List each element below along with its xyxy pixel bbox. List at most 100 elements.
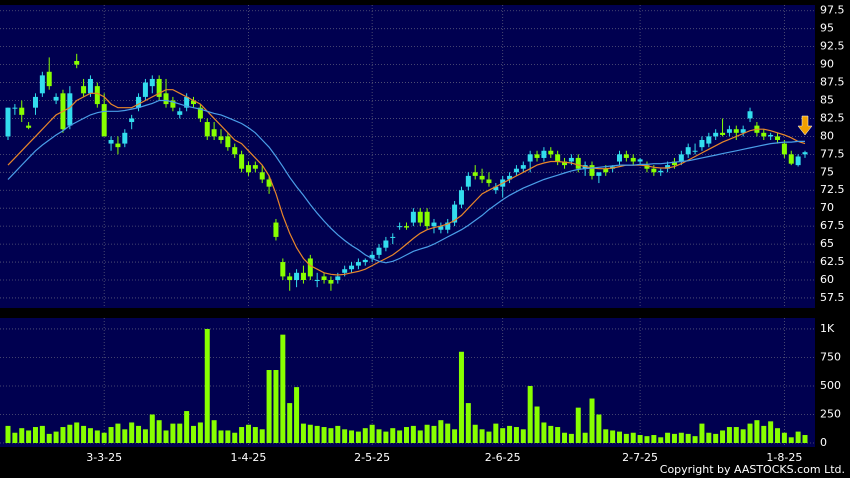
- copyright: Copyright by AASTOCKS.com Ltd.: [660, 463, 845, 476]
- volume-bar: [32, 427, 38, 444]
- candle-body: [472, 172, 478, 176]
- candle-body: [156, 78, 162, 97]
- volume-bar: [26, 430, 32, 444]
- candle-body: [273, 222, 279, 237]
- candle-body: [280, 262, 286, 277]
- candle-body: [177, 111, 183, 115]
- x-tick-label: 1-8-25: [766, 451, 802, 464]
- volume-bar: [699, 423, 705, 444]
- volume-bar: [307, 424, 313, 444]
- candle-body: [39, 75, 45, 94]
- volume-bar: [225, 430, 231, 444]
- y-tick-label: 250: [820, 407, 841, 420]
- candle-body: [651, 168, 657, 173]
- volume-bar: [101, 432, 107, 444]
- volume-bar: [458, 351, 464, 444]
- volume-bar: [795, 431, 801, 444]
- volume-bar: [754, 420, 760, 444]
- candle-body: [26, 125, 32, 128]
- volume-bar: [685, 433, 691, 444]
- price-panel: [0, 5, 815, 308]
- volume-bar: [321, 427, 327, 444]
- volume-bar: [713, 433, 719, 444]
- candle-body: [259, 172, 265, 180]
- candle-body: [424, 211, 430, 227]
- candle-body: [671, 161, 677, 166]
- candle-body: [74, 61, 80, 65]
- candle-body: [342, 269, 348, 273]
- volume-bar: [623, 433, 629, 444]
- volume-bar: [788, 437, 794, 444]
- candle-body: [300, 272, 306, 280]
- candle-body: [665, 165, 671, 169]
- volume-bar: [500, 428, 506, 444]
- y-tick-label: 60: [820, 273, 834, 286]
- volume-bar: [383, 431, 389, 444]
- volume-bar: [555, 427, 561, 444]
- volume-bar: [108, 427, 114, 444]
- y-tick-label: 85: [820, 93, 834, 106]
- candle-body: [19, 107, 25, 115]
- y-tick-label: 75: [820, 165, 834, 178]
- volume-bar: [651, 435, 657, 444]
- candle-body: [122, 132, 128, 144]
- volume-bar: [465, 403, 471, 444]
- volume-bar: [616, 431, 622, 444]
- volume-bar: [390, 428, 396, 444]
- volume-bar: [472, 424, 478, 444]
- y-tick-label: 90: [820, 58, 834, 71]
- volume-bar: [575, 407, 581, 444]
- candle-body: [211, 129, 217, 137]
- candle-body: [775, 136, 781, 140]
- volume-bar: [431, 425, 437, 444]
- candle-body: [362, 259, 368, 263]
- candle-body: [12, 107, 18, 109]
- volume-bar: [445, 423, 451, 444]
- candle-body: [658, 170, 664, 173]
- volume-bar: [122, 429, 128, 444]
- candle-body: [149, 78, 155, 87]
- candle-body: [520, 165, 526, 169]
- candle-body: [458, 190, 464, 205]
- volume-bar: [671, 433, 677, 444]
- candle-body: [328, 279, 334, 284]
- candle-body: [685, 147, 691, 155]
- volume-bar: [67, 424, 73, 444]
- candle-body: [101, 104, 107, 137]
- y-tick-label: 62.5: [820, 255, 845, 268]
- candle-body: [644, 165, 650, 169]
- candle-body: [637, 159, 643, 162]
- candle-body: [252, 165, 258, 169]
- candle-body: [768, 134, 774, 137]
- candle-body: [232, 147, 238, 155]
- candle-body: [410, 211, 416, 223]
- candle-body: [713, 132, 719, 137]
- candle-body: [355, 262, 361, 266]
- y-tick-label: 70: [820, 201, 834, 214]
- y-tick-label: 72.5: [820, 183, 845, 196]
- candle-body: [788, 154, 794, 164]
- volume-bar: [355, 431, 361, 444]
- candle-body: [163, 93, 169, 105]
- volume-bar: [53, 431, 59, 444]
- candle-body: [417, 211, 423, 223]
- volume-bar: [81, 425, 87, 444]
- candle-body: [239, 154, 245, 169]
- candle-body: [115, 143, 121, 148]
- volume-bar: [280, 334, 286, 444]
- candle-body: [562, 161, 568, 166]
- volume-bar: [362, 428, 368, 444]
- volume-bar: [761, 425, 767, 444]
- candle-body: [390, 236, 396, 238]
- volume-bar: [740, 429, 746, 444]
- candle-body: [5, 107, 11, 137]
- volume-bar: [287, 403, 293, 444]
- y-tick-label: 87.5: [820, 76, 845, 89]
- candle-body: [369, 254, 375, 259]
- candle-body: [32, 96, 38, 108]
- volume-bar: [342, 429, 348, 444]
- candle-body: [575, 157, 581, 169]
- volume-bar: [417, 430, 423, 444]
- volume-bar: [733, 427, 739, 444]
- volume-bar: [493, 423, 499, 444]
